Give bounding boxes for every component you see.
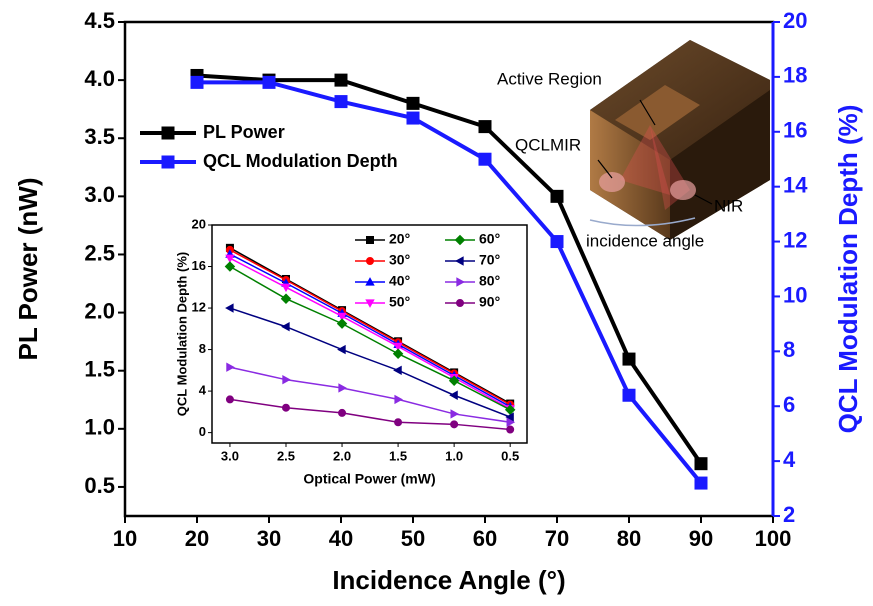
marker <box>367 237 374 244</box>
legend-label: 30° <box>389 252 410 268</box>
y-tick-label: 3.0 <box>84 182 115 207</box>
x-tick-label: 1.5 <box>389 448 407 463</box>
marker <box>162 127 174 139</box>
legend-label: 50° <box>389 294 410 310</box>
marker <box>507 426 514 433</box>
marker <box>162 156 174 168</box>
y-tick-label: 2.5 <box>84 240 115 265</box>
marker <box>407 112 419 124</box>
y2-tick-label: 4 <box>783 447 796 472</box>
marker <box>282 404 289 411</box>
marker <box>335 74 347 86</box>
y2-tick-label: 12 <box>783 227 807 252</box>
y2-tick-label: 20 <box>783 8 807 33</box>
marker <box>263 76 275 88</box>
page: {"chart_data": [ {"type": "line", "xlabe… <box>0 0 873 606</box>
y-tick-label: 16 <box>192 258 206 273</box>
legend-label: 70° <box>479 252 500 268</box>
marker <box>695 477 707 489</box>
x-axis-title: Incidence Angle (°) <box>332 565 565 595</box>
marker <box>695 458 707 470</box>
legend-label: 60° <box>479 231 500 247</box>
x-axis-title: Optical Power (mW) <box>303 471 435 487</box>
y-tick-label: 3.5 <box>84 124 115 149</box>
legend-label: PL Power <box>203 122 285 142</box>
x-tick-label: 1.0 <box>445 448 463 463</box>
y-axis-title: PL Power (nW) <box>13 178 43 361</box>
x-tick-label: 0.5 <box>501 448 519 463</box>
y-tick-label: 4 <box>199 383 207 398</box>
y2-tick-label: 2 <box>783 502 795 527</box>
y-tick-label: 1.0 <box>84 415 115 440</box>
y-tick-label: 2.0 <box>84 298 115 323</box>
x-tick-label: 50 <box>401 526 425 551</box>
x-tick-label: 2.0 <box>333 448 351 463</box>
y-tick-label: 4.0 <box>84 66 115 91</box>
x-tick-label: 60 <box>473 526 497 551</box>
annotation: Active Region <box>497 69 602 88</box>
marker <box>407 97 419 109</box>
y2-tick-label: 6 <box>783 392 795 417</box>
annotation: NIR <box>714 196 743 215</box>
y-tick-label: 8 <box>199 341 206 356</box>
x-tick-label: 90 <box>689 526 713 551</box>
legend-label: 20° <box>389 231 410 247</box>
legend-label: 90° <box>479 294 500 310</box>
y-tick-label: 0.5 <box>84 473 115 498</box>
marker <box>551 190 563 202</box>
legend-label: QCL Modulation Depth <box>203 151 398 171</box>
marker <box>339 409 346 416</box>
y2-tick-label: 8 <box>783 337 795 362</box>
marker <box>457 300 464 307</box>
y-tick-label: 0 <box>199 424 206 439</box>
x-tick-label: 10 <box>113 526 137 551</box>
y2-tick-label: 18 <box>783 63 807 88</box>
x-tick-label: 70 <box>545 526 569 551</box>
x-tick-label: 30 <box>257 526 281 551</box>
marker <box>623 389 635 401</box>
marker <box>335 96 347 108</box>
legend-label: 40° <box>389 273 410 289</box>
marker <box>479 121 491 133</box>
marker <box>451 421 458 428</box>
marker <box>623 353 635 365</box>
chart: 1020304050607080901000.51.01.52.02.53.03… <box>0 0 873 606</box>
marker <box>367 258 374 265</box>
y2-tick-label: 16 <box>783 118 807 143</box>
marker <box>479 153 491 165</box>
y2-tick-label: 14 <box>783 172 808 197</box>
x-tick-label: 2.5 <box>277 448 295 463</box>
y-axis-title: QCL Modulation Depth (%) <box>174 252 189 416</box>
x-tick-label: 40 <box>329 526 353 551</box>
y-tick-label: 1.5 <box>84 357 115 382</box>
x-tick-label: 80 <box>617 526 641 551</box>
x-tick-label: 20 <box>185 526 209 551</box>
legend-label: 80° <box>479 273 500 289</box>
annotation: QCLMIR <box>515 135 581 154</box>
x-tick-label: 100 <box>755 526 792 551</box>
y-tick-label: 12 <box>192 299 206 314</box>
marker <box>191 76 203 88</box>
annotation: incidence angle <box>586 231 704 250</box>
y-tick-label: 4.5 <box>84 8 115 33</box>
marker <box>395 419 402 426</box>
marker <box>226 396 233 403</box>
x-tick-label: 3.0 <box>221 448 239 463</box>
y2-tick-label: 10 <box>783 282 807 307</box>
y2-axis-title: QCL Modulation Depth (%) <box>833 105 863 434</box>
marker <box>551 236 563 248</box>
y-tick-label: 20 <box>192 216 206 231</box>
